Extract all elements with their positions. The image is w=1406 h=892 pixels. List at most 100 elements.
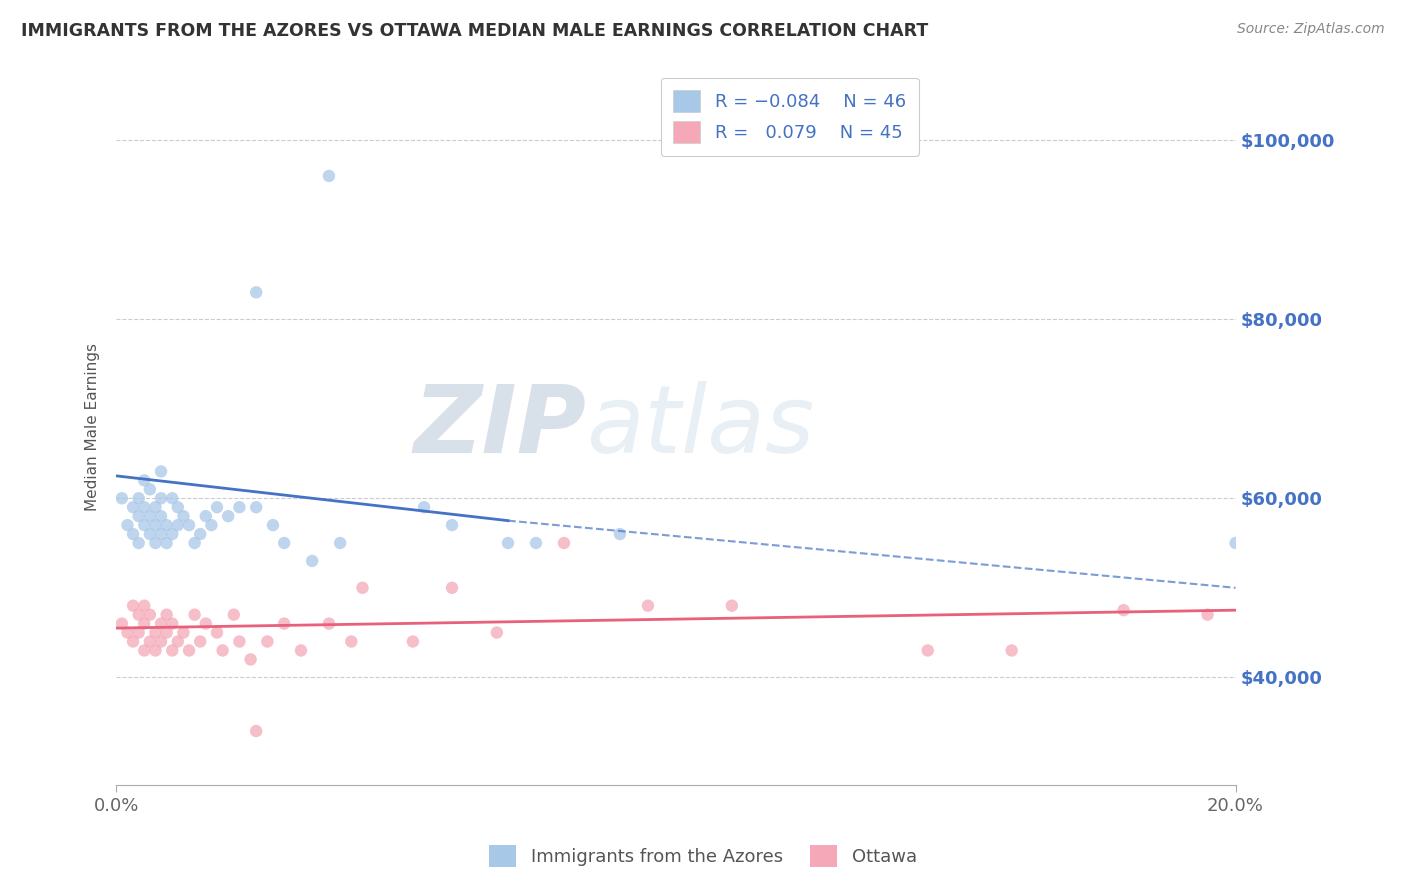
Point [239,652,262,666]
Point [413,500,436,515]
Legend: Immigrants from the Azores, Ottawa: Immigrants from the Azores, Ottawa [482,838,924,874]
Point [524,536,547,550]
Point [290,643,312,657]
Point [1225,536,1247,550]
Point [150,509,173,524]
Point [496,536,519,550]
Point [156,607,179,622]
Point [117,518,139,533]
Point [211,643,233,657]
Point [150,634,173,648]
Point [166,500,188,515]
Point [139,509,162,524]
Point [273,536,295,550]
Point [188,527,211,541]
Point [200,518,222,533]
Point [156,518,179,533]
Point [128,509,150,524]
Point [139,634,162,648]
Point [188,634,211,648]
Point [172,625,194,640]
Point [139,527,162,541]
Point [721,599,744,613]
Point [441,518,464,533]
Point [340,634,363,648]
Point [352,581,374,595]
Point [166,518,188,533]
Point [329,536,352,550]
Point [160,491,183,506]
Point [160,643,183,657]
Text: Source: ZipAtlas.com: Source: ZipAtlas.com [1237,22,1385,37]
Point [245,285,267,300]
Point [256,634,278,648]
Point [156,625,179,640]
Point [128,491,150,506]
Point [637,599,659,613]
Point [122,527,145,541]
Point [301,554,323,568]
Point [318,169,340,183]
Point [145,518,167,533]
Point [160,616,183,631]
Y-axis label: Median Male Earnings: Median Male Earnings [86,343,100,510]
Point [134,500,156,515]
Point [441,581,464,595]
Point [111,491,134,506]
Point [183,536,205,550]
Point [122,599,145,613]
Point [111,616,134,631]
Point [228,634,250,648]
Point [134,599,156,613]
Point [150,527,173,541]
Point [245,724,267,739]
Point [128,607,150,622]
Point [150,616,173,631]
Point [228,500,250,515]
Point [217,509,239,524]
Point [183,607,205,622]
Point [128,625,150,640]
Point [273,616,295,631]
Point [917,643,939,657]
Point [194,616,217,631]
Point [1197,607,1219,622]
Point [117,625,139,640]
Point [166,634,188,648]
Point [160,527,183,541]
Text: ZIP: ZIP [413,381,586,473]
Text: atlas: atlas [586,381,814,472]
Point [145,500,167,515]
Point [402,634,425,648]
Point [156,536,179,550]
Legend: R = −0.084    N = 46, R =   0.079    N = 45: R = −0.084 N = 46, R = 0.079 N = 45 [661,78,918,156]
Point [553,536,575,550]
Point [139,483,162,497]
Point [134,643,156,657]
Point [172,509,194,524]
Point [485,625,508,640]
Point [134,616,156,631]
Point [609,527,631,541]
Point [150,464,173,478]
Point [145,643,167,657]
Point [1001,643,1024,657]
Point [318,616,340,631]
Point [145,536,167,550]
Point [177,643,200,657]
Text: IMMIGRANTS FROM THE AZORES VS OTTAWA MEDIAN MALE EARNINGS CORRELATION CHART: IMMIGRANTS FROM THE AZORES VS OTTAWA MED… [21,22,928,40]
Point [128,536,150,550]
Point [145,625,167,640]
Point [194,509,217,524]
Point [222,607,245,622]
Point [134,474,156,488]
Point [122,634,145,648]
Point [245,500,267,515]
Point [150,491,173,506]
Point [134,518,156,533]
Point [205,625,228,640]
Point [1112,603,1135,617]
Point [139,607,162,622]
Point [262,518,284,533]
Point [205,500,228,515]
